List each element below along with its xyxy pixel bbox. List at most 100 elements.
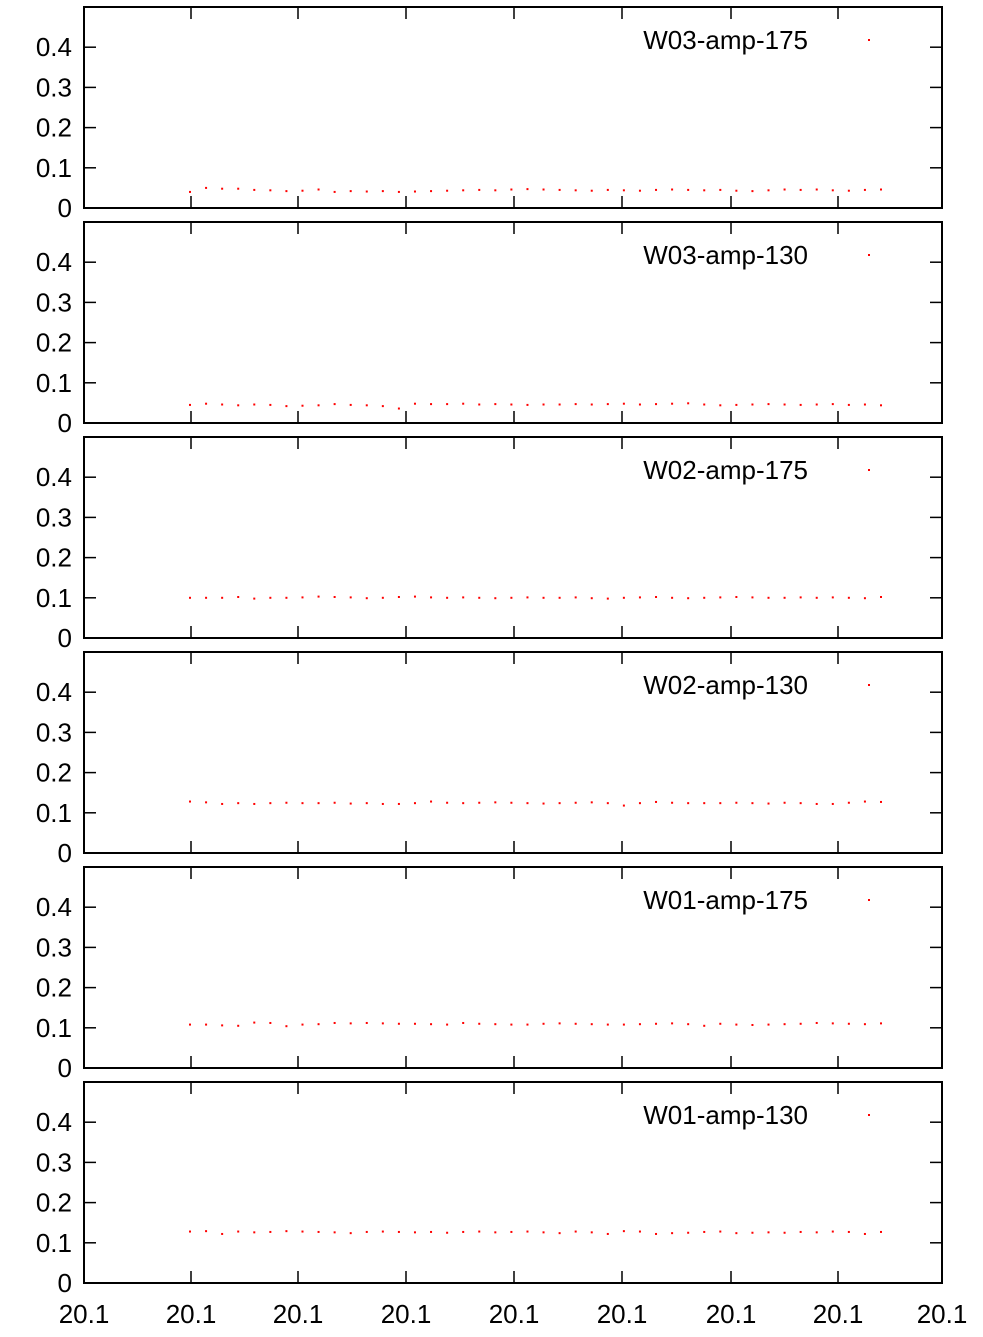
panel-4-data-point (606, 802, 609, 805)
panel-5-data-point (526, 1023, 529, 1026)
panel-5-data-point (671, 1022, 674, 1025)
panel-1-data-point (526, 188, 529, 191)
panel-3-data-point (847, 596, 850, 599)
panel-4-data-point (735, 801, 738, 804)
panel-4-data-point (349, 802, 352, 805)
panel-6-data-point (687, 1231, 690, 1234)
panel-4-data-point (510, 801, 513, 804)
panel-3-data-point (558, 596, 561, 599)
panel-6-data-point (735, 1232, 738, 1235)
panel-5-data-point (655, 1022, 658, 1025)
panel-4-data-point (189, 800, 191, 803)
panel-6-y-tick-label: 0.3 (36, 1147, 72, 1177)
panel-6-y-tick-label: 0.4 (36, 1107, 72, 1137)
panel-3-data-point (831, 596, 834, 599)
panel-1-data-point (333, 190, 336, 193)
panel-2-legend-marker (868, 254, 870, 256)
panel-6-data-point (655, 1232, 658, 1235)
panel-2-data-point (719, 404, 722, 407)
panel-3-y-tick-label: 0.4 (36, 462, 72, 492)
panel-6-data-point (863, 1232, 866, 1235)
panel-2-data-point (783, 403, 786, 406)
panel-4-data-point (703, 802, 706, 805)
panel-6-data-point (558, 1232, 561, 1235)
panel-4-data-point (622, 804, 625, 807)
panel-1-data-point (880, 188, 882, 191)
panel-5-data-point (558, 1022, 561, 1025)
panel-6-data-point (783, 1231, 786, 1234)
panel-2-data-point (590, 403, 593, 406)
panel-5-y-tick-label: 0.4 (36, 892, 72, 922)
panel-3-y-tick-label: 0 (58, 623, 72, 653)
panel-3-data-point (783, 596, 786, 599)
panel-2-data-point (751, 403, 754, 406)
panel-6-data-point (333, 1231, 336, 1234)
panel-2-data-point (430, 403, 433, 406)
panel-1-data-point (815, 188, 818, 191)
panel-6-data-point (574, 1230, 577, 1233)
panel-3-data-point (430, 596, 433, 599)
panel-1-data-point (606, 188, 609, 191)
panel-3-data-point (397, 595, 400, 598)
panel-4-data-point (413, 802, 416, 805)
panel-1-data-point (397, 190, 400, 193)
panel-4-data-point (751, 802, 754, 805)
panel-5-data-point (863, 1023, 866, 1026)
panel-6-data-point (365, 1230, 368, 1233)
panel-2-data-point (189, 403, 191, 406)
panel-3-legend-label: W02-amp-175 (643, 455, 808, 485)
panel-4-data-point (317, 802, 320, 805)
panel-5-data-point (462, 1021, 465, 1024)
x-tick-label: 20.1 (597, 1299, 648, 1329)
panel-2-data-point (655, 403, 658, 406)
panel-3-data-point (317, 595, 320, 598)
panel-5-data-point (413, 1022, 416, 1025)
panel-1-data-point (462, 189, 465, 192)
panel-6-data-point (237, 1230, 240, 1233)
panel-3-data-point (574, 596, 577, 599)
panel-4-legend-label: W02-amp-130 (643, 670, 808, 700)
panel-4-data-point (558, 802, 561, 805)
panel-6-data-point (799, 1230, 802, 1233)
panel-3-data-point (526, 596, 529, 599)
panel-1-y-tick-label: 0.2 (36, 113, 72, 143)
panel-2-y-tick-label: 0 (58, 408, 72, 438)
panel-1-data-point (221, 187, 224, 190)
panel-5-data-point (430, 1023, 433, 1026)
panel-6-y-tick-label: 0 (58, 1268, 72, 1298)
panel-5-data-point (317, 1023, 320, 1026)
panel-5-y-tick-label: 0.1 (36, 1013, 72, 1043)
panel-3-data-point (462, 596, 465, 599)
panel-3-data-point (751, 596, 754, 599)
panel-3-data-point (815, 596, 818, 599)
panel-2-legend-label: W03-amp-130 (643, 240, 808, 270)
panel-2-y-tick-label: 0.4 (36, 247, 72, 277)
panel-5-data-point (590, 1023, 593, 1026)
panel-4-y-tick-label: 0.4 (36, 677, 72, 707)
panel-4-frame (83, 651, 943, 854)
panel-5-data-point (719, 1022, 722, 1025)
panel-1-data-point (381, 190, 384, 193)
panel-5-data-point (365, 1021, 368, 1024)
panel-6-data-point (221, 1232, 224, 1235)
panel-1-data-point (783, 188, 786, 191)
panel-2-data-point (221, 403, 224, 406)
panel-2-data-point (863, 403, 866, 406)
x-tick-label: 20.1 (381, 1299, 432, 1329)
panel-4-y-tick-label: 0.1 (36, 798, 72, 828)
panel-1-data-point (847, 189, 850, 192)
panel-6-data-point (831, 1230, 834, 1233)
panel-3-data-point (349, 596, 352, 599)
panel-6-data-point (397, 1230, 400, 1233)
panel-4-data-point (285, 801, 288, 804)
panel-4-data-point (671, 801, 674, 804)
panel-1-data-point (719, 188, 722, 191)
panel-6-data-point (446, 1231, 449, 1234)
panel-2-data-point (735, 403, 738, 406)
panel-6-data-point (703, 1230, 706, 1233)
panel-5-y-tick-label: 0.2 (36, 973, 72, 1003)
panel-3-data-point (205, 596, 208, 599)
panel-6-data-point (189, 1230, 191, 1233)
